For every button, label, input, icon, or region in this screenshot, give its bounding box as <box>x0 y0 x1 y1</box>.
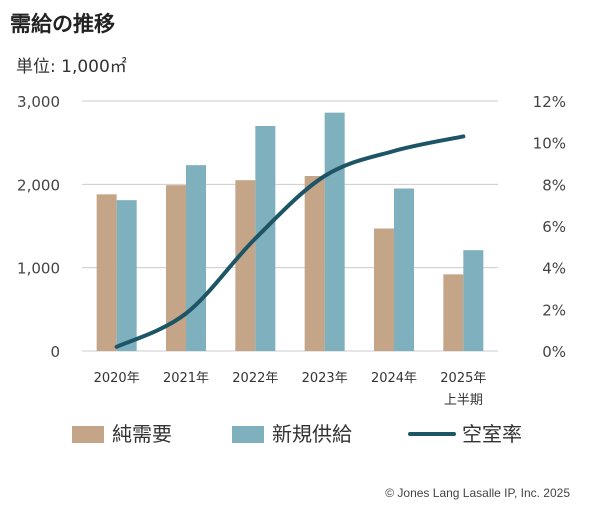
x-tick-label: 2023年 <box>302 371 348 386</box>
y-right-tick-label: 0% <box>542 343 566 361</box>
legend-label: 空室率 <box>462 422 522 446</box>
y-right-tick-label: 12% <box>533 93 566 111</box>
y-left-tick-label: 1,000 <box>17 260 60 278</box>
bar-new-supply <box>394 188 414 351</box>
legend-swatch <box>232 426 264 443</box>
x-tick-label: 2022年 <box>232 371 278 386</box>
y-left-tick-label: 3,000 <box>17 93 60 111</box>
bar-net-demand <box>166 185 186 351</box>
y-right-tick-label: 6% <box>542 218 566 236</box>
y-right-tick-label: 2% <box>542 301 566 319</box>
x-tick-label: 上半期 <box>444 393 483 408</box>
legend-label: 新規供給 <box>272 422 352 446</box>
y-left-tick-label: 2,000 <box>17 176 60 194</box>
bar-net-demand <box>374 228 394 351</box>
bar-net-demand <box>304 176 325 351</box>
unit-label: 単位: 1,000㎡ <box>16 57 127 77</box>
y-right-tick-label: 4% <box>542 260 566 278</box>
bar-new-supply <box>186 165 206 351</box>
bar-net-demand <box>235 180 256 351</box>
bar-new-supply <box>116 200 137 351</box>
left-axis-ticks: 0 1,000 2,000 3,000 <box>17 93 60 361</box>
gridlines <box>82 100 498 352</box>
right-axis-ticks: 0% 2% 4% 6% 8% 10% 12% <box>533 93 566 361</box>
x-tick-label: 2021年 <box>163 371 209 386</box>
bar-new-supply <box>324 112 345 352</box>
y-right-tick-label: 8% <box>542 176 566 194</box>
vacancy-rate-line <box>114 134 466 349</box>
x-tick-label: 2025年 <box>440 371 486 386</box>
bars <box>96 112 484 352</box>
vacancy-line <box>114 134 466 349</box>
legend-label: 純需要 <box>112 422 172 446</box>
chart-title: 需給の推移 <box>10 12 115 36</box>
bar-net-demand <box>443 274 464 351</box>
bar-net-demand <box>96 194 117 351</box>
y-left-tick-label: 0 <box>50 343 60 361</box>
legend: 純需要 新規供給 空室率 <box>72 422 522 446</box>
x-tick-label: 2020年 <box>94 371 140 386</box>
y-right-tick-label: 10% <box>533 135 566 153</box>
copyright-text: © Jones Lang Lasalle IP, Inc. 2025 <box>385 486 570 500</box>
legend-swatch <box>72 426 104 443</box>
bar-new-supply <box>463 250 484 351</box>
bar-new-supply <box>255 126 276 351</box>
x-tick-label: 2024年 <box>371 371 417 386</box>
